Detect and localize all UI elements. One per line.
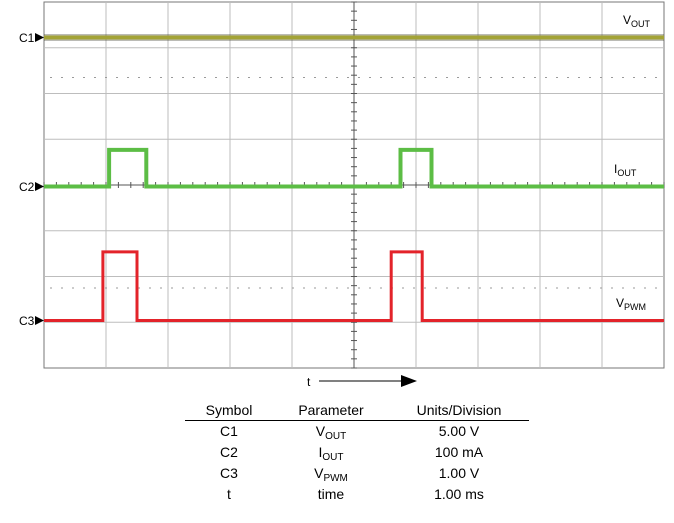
cell-units: 1.00 ms <box>434 486 484 502</box>
table-row: t time 1.00 ms <box>185 484 529 505</box>
time-axis-label: t <box>307 375 417 389</box>
trace-vpwm <box>44 250 664 322</box>
trace-label-main: I <box>614 162 617 176</box>
param-main: V <box>315 423 326 439</box>
trace-label-vout: VOUT <box>623 13 651 29</box>
cell-symbol: C3 <box>220 465 238 481</box>
header-symbol: Symbol <box>185 400 273 421</box>
channel-marker-c3: C3 <box>19 314 44 328</box>
units-table: Symbol Parameter Units/Division C1 VOUT … <box>185 400 529 505</box>
table-row: C1 VOUT 5.00 V <box>185 421 529 443</box>
cell-symbol: C2 <box>220 444 238 460</box>
header-units: Units/Division <box>389 400 529 421</box>
trace-label-iout: IOUT <box>614 162 637 178</box>
marker-arrow-icon <box>35 33 44 42</box>
cell-units: 1.00 V <box>438 465 480 481</box>
cell-units: 5.00 V <box>438 423 480 439</box>
cell-parameter: time <box>273 484 389 505</box>
channel-marker-label: C2 <box>19 180 35 194</box>
time-arrow-icon <box>401 375 417 387</box>
param-main: time <box>317 486 345 502</box>
table-row: C2 IOUT 100 mA <box>185 442 529 463</box>
cell-units: 100 mA <box>434 444 484 460</box>
param-sub: PWM <box>323 473 348 484</box>
cell-parameter: VOUT <box>273 421 389 443</box>
channel-marker-c1: C1 <box>19 31 44 45</box>
trace-label-vpwm: VPWM <box>616 296 646 312</box>
trace-label-sub: OUT <box>631 19 651 29</box>
trace-label-main: V <box>623 13 631 27</box>
marker-arrow-icon <box>35 182 44 191</box>
channel-marker-c2: C2 <box>19 180 44 194</box>
table-row: C3 VPWM 1.00 V <box>185 463 529 484</box>
oscilloscope-chart: C1 C2 C3 VOUT IOUT VPWM <box>19 1 665 369</box>
cell-parameter: IOUT <box>273 442 389 463</box>
table-header-row: Symbol Parameter Units/Division <box>185 400 529 421</box>
channel-marker-label: C3 <box>19 314 35 328</box>
param-sub: OUT <box>325 431 347 442</box>
traces <box>44 34 664 322</box>
trace-label-sub: PWM <box>624 302 646 312</box>
channel-marker-label: C1 <box>19 31 35 45</box>
trace-iout <box>44 147 664 189</box>
marker-arrow-icon <box>35 316 44 325</box>
param-sub: OUT <box>322 452 344 463</box>
param-main: I <box>318 444 323 460</box>
header-parameter: Parameter <box>273 400 389 421</box>
trace-label-sub: OUT <box>617 168 637 178</box>
param-main: V <box>314 465 324 481</box>
cell-symbol: C1 <box>220 423 238 439</box>
cell-parameter: VPWM <box>273 463 389 484</box>
cell-symbol: t <box>227 486 231 502</box>
trace-label-main: V <box>616 296 624 310</box>
x-axis-label: t <box>307 375 311 389</box>
